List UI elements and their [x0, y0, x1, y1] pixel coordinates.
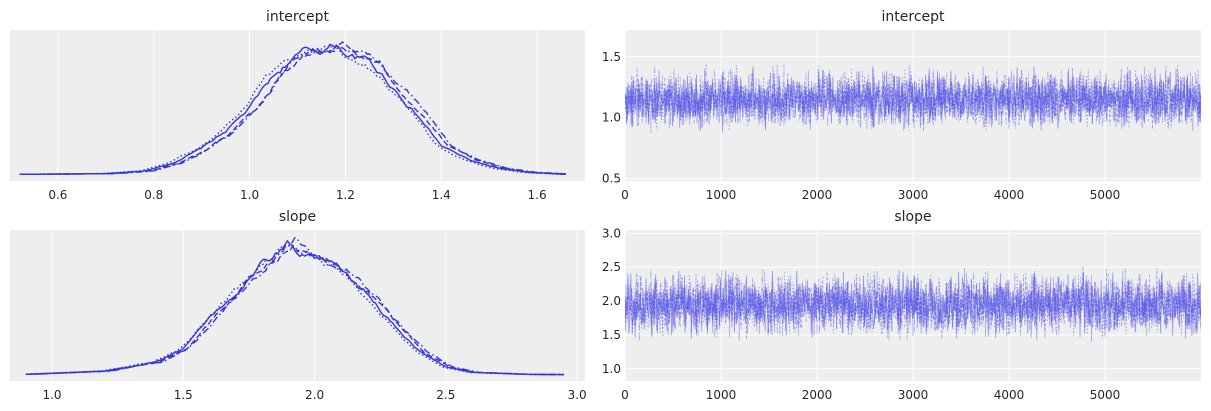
x-tick-label: 5000: [1090, 388, 1121, 402]
panel-trace-intercept: 0 1000 2000 3000 4000 5000 0.5 1.0 1.5 intercept: [602, 9, 1201, 202]
x-tick-label: 1.4: [432, 188, 451, 202]
x-tick-label: 2.0: [305, 388, 324, 402]
trace-chain-4: [625, 269, 1201, 342]
y-tick-label: 1.0: [602, 362, 621, 376]
x-tick-label: 0: [621, 388, 629, 402]
plot-background: [10, 230, 585, 381]
x-tick-label: 1000: [706, 388, 737, 402]
x-tick-label: 3000: [898, 188, 929, 202]
x-tick-label: 1.6: [528, 188, 547, 202]
panel-density-slope: 1.0 1.5 2.0 2.5 3.0 slope: [10, 209, 587, 402]
x-tick-label: 0.8: [144, 188, 163, 202]
panel-density-intercept: 0.6 0.8 1.0 1.2 1.4 1.6 intercept: [10, 9, 585, 202]
x-tick-label: 5000: [1090, 188, 1121, 202]
x-tick-label: 4000: [994, 188, 1025, 202]
x-tick-label: 1.5: [174, 388, 193, 402]
x-tick-label: 1.2: [336, 188, 355, 202]
x-tick-label: 2000: [802, 188, 833, 202]
y-tick-label: 1.5: [602, 328, 621, 342]
panel-title: intercept: [882, 9, 946, 25]
density-series-dotted: [19, 45, 566, 175]
x-tick-label: 0: [621, 188, 629, 202]
y-tick-label: 2.0: [602, 294, 621, 308]
x-tick-label: 3.0: [568, 388, 587, 402]
x-tick-label: 2.5: [436, 388, 455, 402]
y-tick-label: 3.0: [602, 226, 621, 240]
x-tick-label: 3000: [898, 388, 929, 402]
trace-chain-2: [625, 65, 1201, 132]
trace-chain-3: [625, 267, 1201, 341]
panel-title: slope: [279, 209, 316, 225]
x-tick-label: 4000: [994, 388, 1025, 402]
x-tick-label: 0.6: [48, 188, 67, 202]
density-series-dashdot: [25, 236, 565, 376]
trace-chain-3: [625, 64, 1201, 134]
y-tick-label: 2.5: [602, 260, 621, 274]
density-series-dashdot: [19, 46, 566, 175]
y-tick-label: 0.5: [602, 172, 621, 186]
x-tick-label: 1.0: [240, 188, 259, 202]
x-tick-label: 1.0: [42, 388, 61, 402]
panel-title: slope: [894, 209, 931, 225]
x-tick-label: 1000: [706, 188, 737, 202]
plot-background: [10, 30, 585, 181]
panel-trace-slope: 0 1000 2000 3000 4000 5000 1.0 1.5 2.0 2.5 3.0 slop…: [602, 209, 1201, 402]
density-series-dotted: [25, 244, 564, 376]
y-tick-label: 1.5: [602, 50, 621, 64]
panel-title: intercept: [266, 9, 330, 25]
trace-chain-4: [625, 63, 1201, 131]
x-tick-label: 2000: [802, 388, 833, 402]
y-tick-label: 1.0: [602, 111, 621, 125]
